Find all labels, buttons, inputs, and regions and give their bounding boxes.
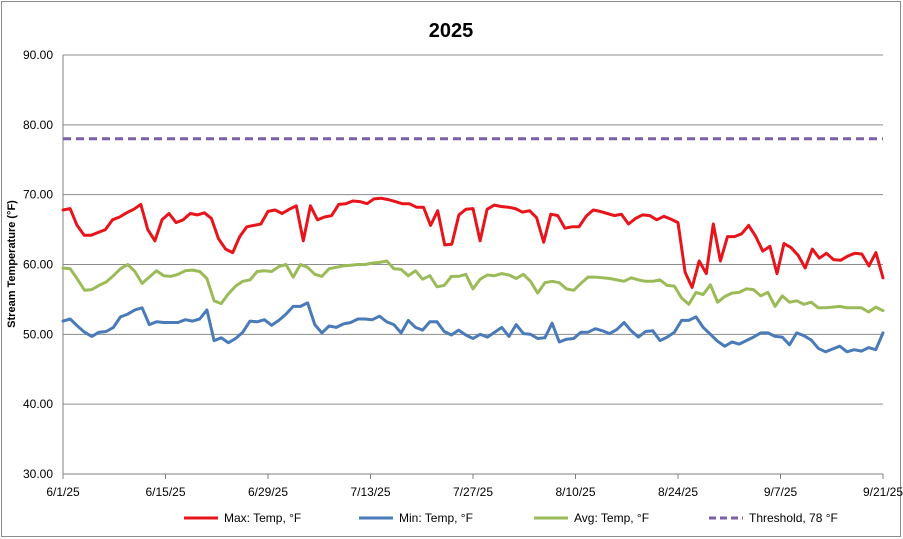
legend-label: Avg: Temp, °F bbox=[574, 511, 649, 525]
x-axis-ticks: 6/1/25 6/15/25 6/29/25 7/13/25 7/27/25 8/10/2… bbox=[46, 474, 903, 499]
y-tick-label: 80.00 bbox=[23, 118, 53, 132]
series-group bbox=[61, 137, 885, 354]
legend-label: Max: Temp, °F bbox=[224, 511, 301, 525]
x-tick-label: 9/21/25 bbox=[863, 485, 903, 499]
x-tick-label: 8/24/25 bbox=[658, 485, 698, 499]
y-axis-label: Stream Temperature (°F) bbox=[6, 200, 18, 328]
y-tick-label: 90.00 bbox=[23, 48, 53, 62]
legend: Max: Temp, °F Min: Temp, °F Avg: Temp, °F T… bbox=[184, 511, 838, 525]
y-axis-ticks: 30.00 40.00 50.00 60.00 70.00 80.00 90.00 bbox=[23, 48, 53, 481]
legend-label: Threshold, 78 °F bbox=[749, 511, 838, 525]
y-tick-label: 60.00 bbox=[23, 258, 53, 272]
chart-title: 2025 bbox=[429, 20, 474, 42]
x-tick-label: 8/10/25 bbox=[555, 485, 595, 499]
y-tick-label: 50.00 bbox=[23, 327, 53, 341]
x-tick-label: 9/7/25 bbox=[764, 485, 798, 499]
x-tick-label: 6/1/25 bbox=[46, 485, 80, 499]
x-tick-label: 7/27/25 bbox=[453, 485, 493, 499]
y-tick-label: 40.00 bbox=[23, 397, 53, 411]
x-tick-label: 7/13/25 bbox=[350, 485, 390, 499]
x-tick-label: 6/15/25 bbox=[145, 485, 185, 499]
y-tick-label: 30.00 bbox=[23, 467, 53, 481]
x-tick-label: 6/29/25 bbox=[248, 485, 288, 499]
gridlines bbox=[63, 54, 883, 405]
series-line-min-temp-f bbox=[61, 301, 885, 354]
y-tick-label: 70.00 bbox=[23, 188, 53, 202]
series-line-max-temp-f bbox=[61, 196, 885, 289]
series-line-avg-temp-f bbox=[61, 259, 885, 314]
legend-label: Min: Temp, °F bbox=[399, 511, 473, 525]
